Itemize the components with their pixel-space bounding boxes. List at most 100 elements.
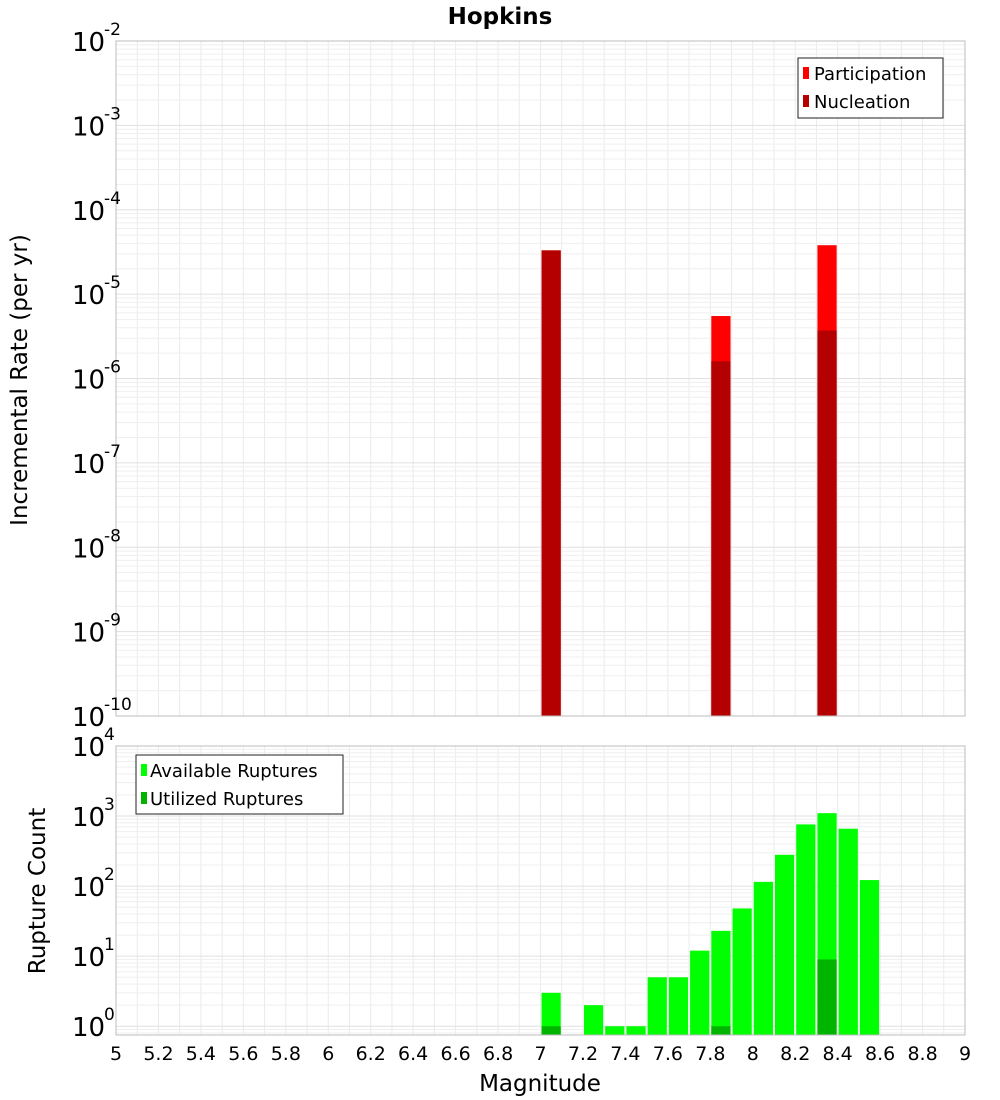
y-tick-exponent: -7 xyxy=(104,442,121,462)
x-tick-label: 7.2 xyxy=(568,1043,598,1065)
x-tick-label: 7.6 xyxy=(653,1043,683,1065)
y-tick-exponent: -2 xyxy=(104,20,121,40)
x-tick-label: 5.6 xyxy=(228,1043,258,1065)
rate-legend-box xyxy=(797,57,944,119)
rate-gridlines xyxy=(116,40,965,717)
utilized-legend-label: Utilized Ruptures xyxy=(150,789,303,810)
x-tick-label: 6.8 xyxy=(483,1043,513,1065)
count-bar-available-ruptures xyxy=(626,1026,646,1035)
y-tick-base: 10 xyxy=(72,28,105,58)
rate-bar-nucleation xyxy=(541,250,561,717)
count-bar-utilized-ruptures xyxy=(817,959,837,1035)
x-tick-label: 8.6 xyxy=(865,1043,895,1065)
y-tick-base: 10 xyxy=(72,733,105,763)
x-tick-label: 7 xyxy=(534,1043,546,1065)
x-tick-label: 5.2 xyxy=(143,1043,173,1065)
y-tick-exponent: 1 xyxy=(104,935,115,955)
y-tick-base: 10 xyxy=(72,534,105,564)
y-tick-exponent: 4 xyxy=(104,725,115,745)
count-y-tick-label: 102 xyxy=(72,865,115,903)
x-tick-label: 8.4 xyxy=(823,1043,853,1065)
rate-y-tick-label: 10-4 xyxy=(72,189,121,227)
y-tick-exponent: -3 xyxy=(104,104,121,124)
count-bar-available-ruptures xyxy=(647,977,667,1035)
nucleation-legend-label: Nucleation xyxy=(814,92,910,113)
count-bar-available-ruptures xyxy=(774,854,795,1035)
x-tick-label: 6.2 xyxy=(356,1043,386,1065)
chart-title: Hopkins xyxy=(448,4,553,30)
available-legend-label: Available Ruptures xyxy=(150,761,318,782)
rate-y-tick-label: 10-5 xyxy=(72,273,121,311)
rate-bar-nucleation xyxy=(817,330,837,716)
count-bar-utilized-ruptures xyxy=(541,1026,561,1035)
rate-y-tick-label: 10-7 xyxy=(72,442,121,480)
participation-legend-label: Participation xyxy=(814,64,926,85)
rate-y-tick-label: 10-8 xyxy=(72,526,121,564)
nucleation-legend-swatch xyxy=(803,95,809,107)
count-bar-available-ruptures xyxy=(838,828,858,1035)
x-tick-label: 7.8 xyxy=(695,1043,725,1065)
rate-y-tick-label: 10-9 xyxy=(72,611,121,649)
y-tick-base: 10 xyxy=(72,450,105,480)
count-legend: Available Ruptures Utilized Ruptures xyxy=(135,754,344,815)
rate-y-tick-label: 10-6 xyxy=(72,358,121,396)
count-bar-available-ruptures xyxy=(796,824,816,1035)
x-tick-label: 9 xyxy=(959,1043,971,1065)
y-tick-exponent: -4 xyxy=(104,189,121,209)
count-y-axis-label: Rupture Count xyxy=(25,808,51,974)
count-y-tick-label: 104 xyxy=(72,725,115,763)
y-tick-exponent: 2 xyxy=(104,865,115,885)
rate-y-tick-label: 10-10 xyxy=(72,695,132,733)
y-tick-base: 10 xyxy=(72,197,105,227)
rate-y-axis-label: Incremental Rate (per yr) xyxy=(7,234,33,526)
y-tick-exponent: -9 xyxy=(104,611,121,631)
count-bar-available-ruptures xyxy=(732,908,752,1035)
y-tick-base: 10 xyxy=(72,281,105,311)
y-tick-base: 10 xyxy=(72,1013,105,1043)
count-bar-available-ruptures xyxy=(668,977,689,1035)
y-tick-exponent: -8 xyxy=(104,526,121,546)
y-tick-exponent: -5 xyxy=(104,273,121,293)
x-axis-label: Magnitude xyxy=(479,1071,601,1097)
available-legend-swatch xyxy=(141,764,147,776)
y-tick-base: 10 xyxy=(72,803,105,833)
participation-legend-swatch xyxy=(803,67,809,79)
y-tick-base: 10 xyxy=(72,873,105,903)
y-tick-base: 10 xyxy=(72,112,105,142)
y-tick-exponent: -6 xyxy=(104,358,121,378)
count-bar-available-ruptures xyxy=(859,880,880,1035)
count-bar-available-ruptures xyxy=(605,1026,625,1035)
y-tick-base: 10 xyxy=(72,943,105,973)
utilized-legend-swatch xyxy=(141,792,147,804)
count-y-tick-label: 103 xyxy=(72,795,115,833)
y-tick-exponent: 0 xyxy=(104,1005,115,1025)
y-tick-base: 10 xyxy=(72,703,105,733)
x-tick-label: 8 xyxy=(747,1043,759,1065)
count-bar-utilized-ruptures xyxy=(711,1026,731,1035)
x-tick-label: 8.8 xyxy=(907,1043,937,1065)
x-tick-label: 6.6 xyxy=(440,1043,470,1065)
x-tick-label: 6.4 xyxy=(398,1043,428,1065)
count-bars xyxy=(541,813,880,1035)
x-tick-label: 5 xyxy=(110,1043,122,1065)
y-tick-base: 10 xyxy=(72,366,105,396)
y-tick-exponent: -10 xyxy=(104,695,132,715)
y-tick-base: 10 xyxy=(72,619,105,649)
x-tick-labels: 5 5.2 5.4 5.6 5.8 6 6.2 6.4 6.6 6.8 7 7.2 7.4 7.6 7.8 8… xyxy=(110,1043,971,1065)
rate-y-tick-label: 10-2 xyxy=(72,20,121,58)
rate-y-tick-label: 10-3 xyxy=(72,104,121,142)
count-bar-available-ruptures xyxy=(583,1005,604,1035)
x-tick-label: 8.2 xyxy=(780,1043,810,1065)
x-tick-label: 5.4 xyxy=(186,1043,216,1065)
x-tick-label: 5.8 xyxy=(271,1043,301,1065)
count-bar-available-ruptures xyxy=(690,950,710,1035)
rate-bar-nucleation xyxy=(711,361,731,716)
count-bar-available-ruptures xyxy=(541,992,561,1035)
x-tick-label: 7.4 xyxy=(610,1043,640,1065)
rate-legend: Participation Nucleation xyxy=(797,57,944,119)
